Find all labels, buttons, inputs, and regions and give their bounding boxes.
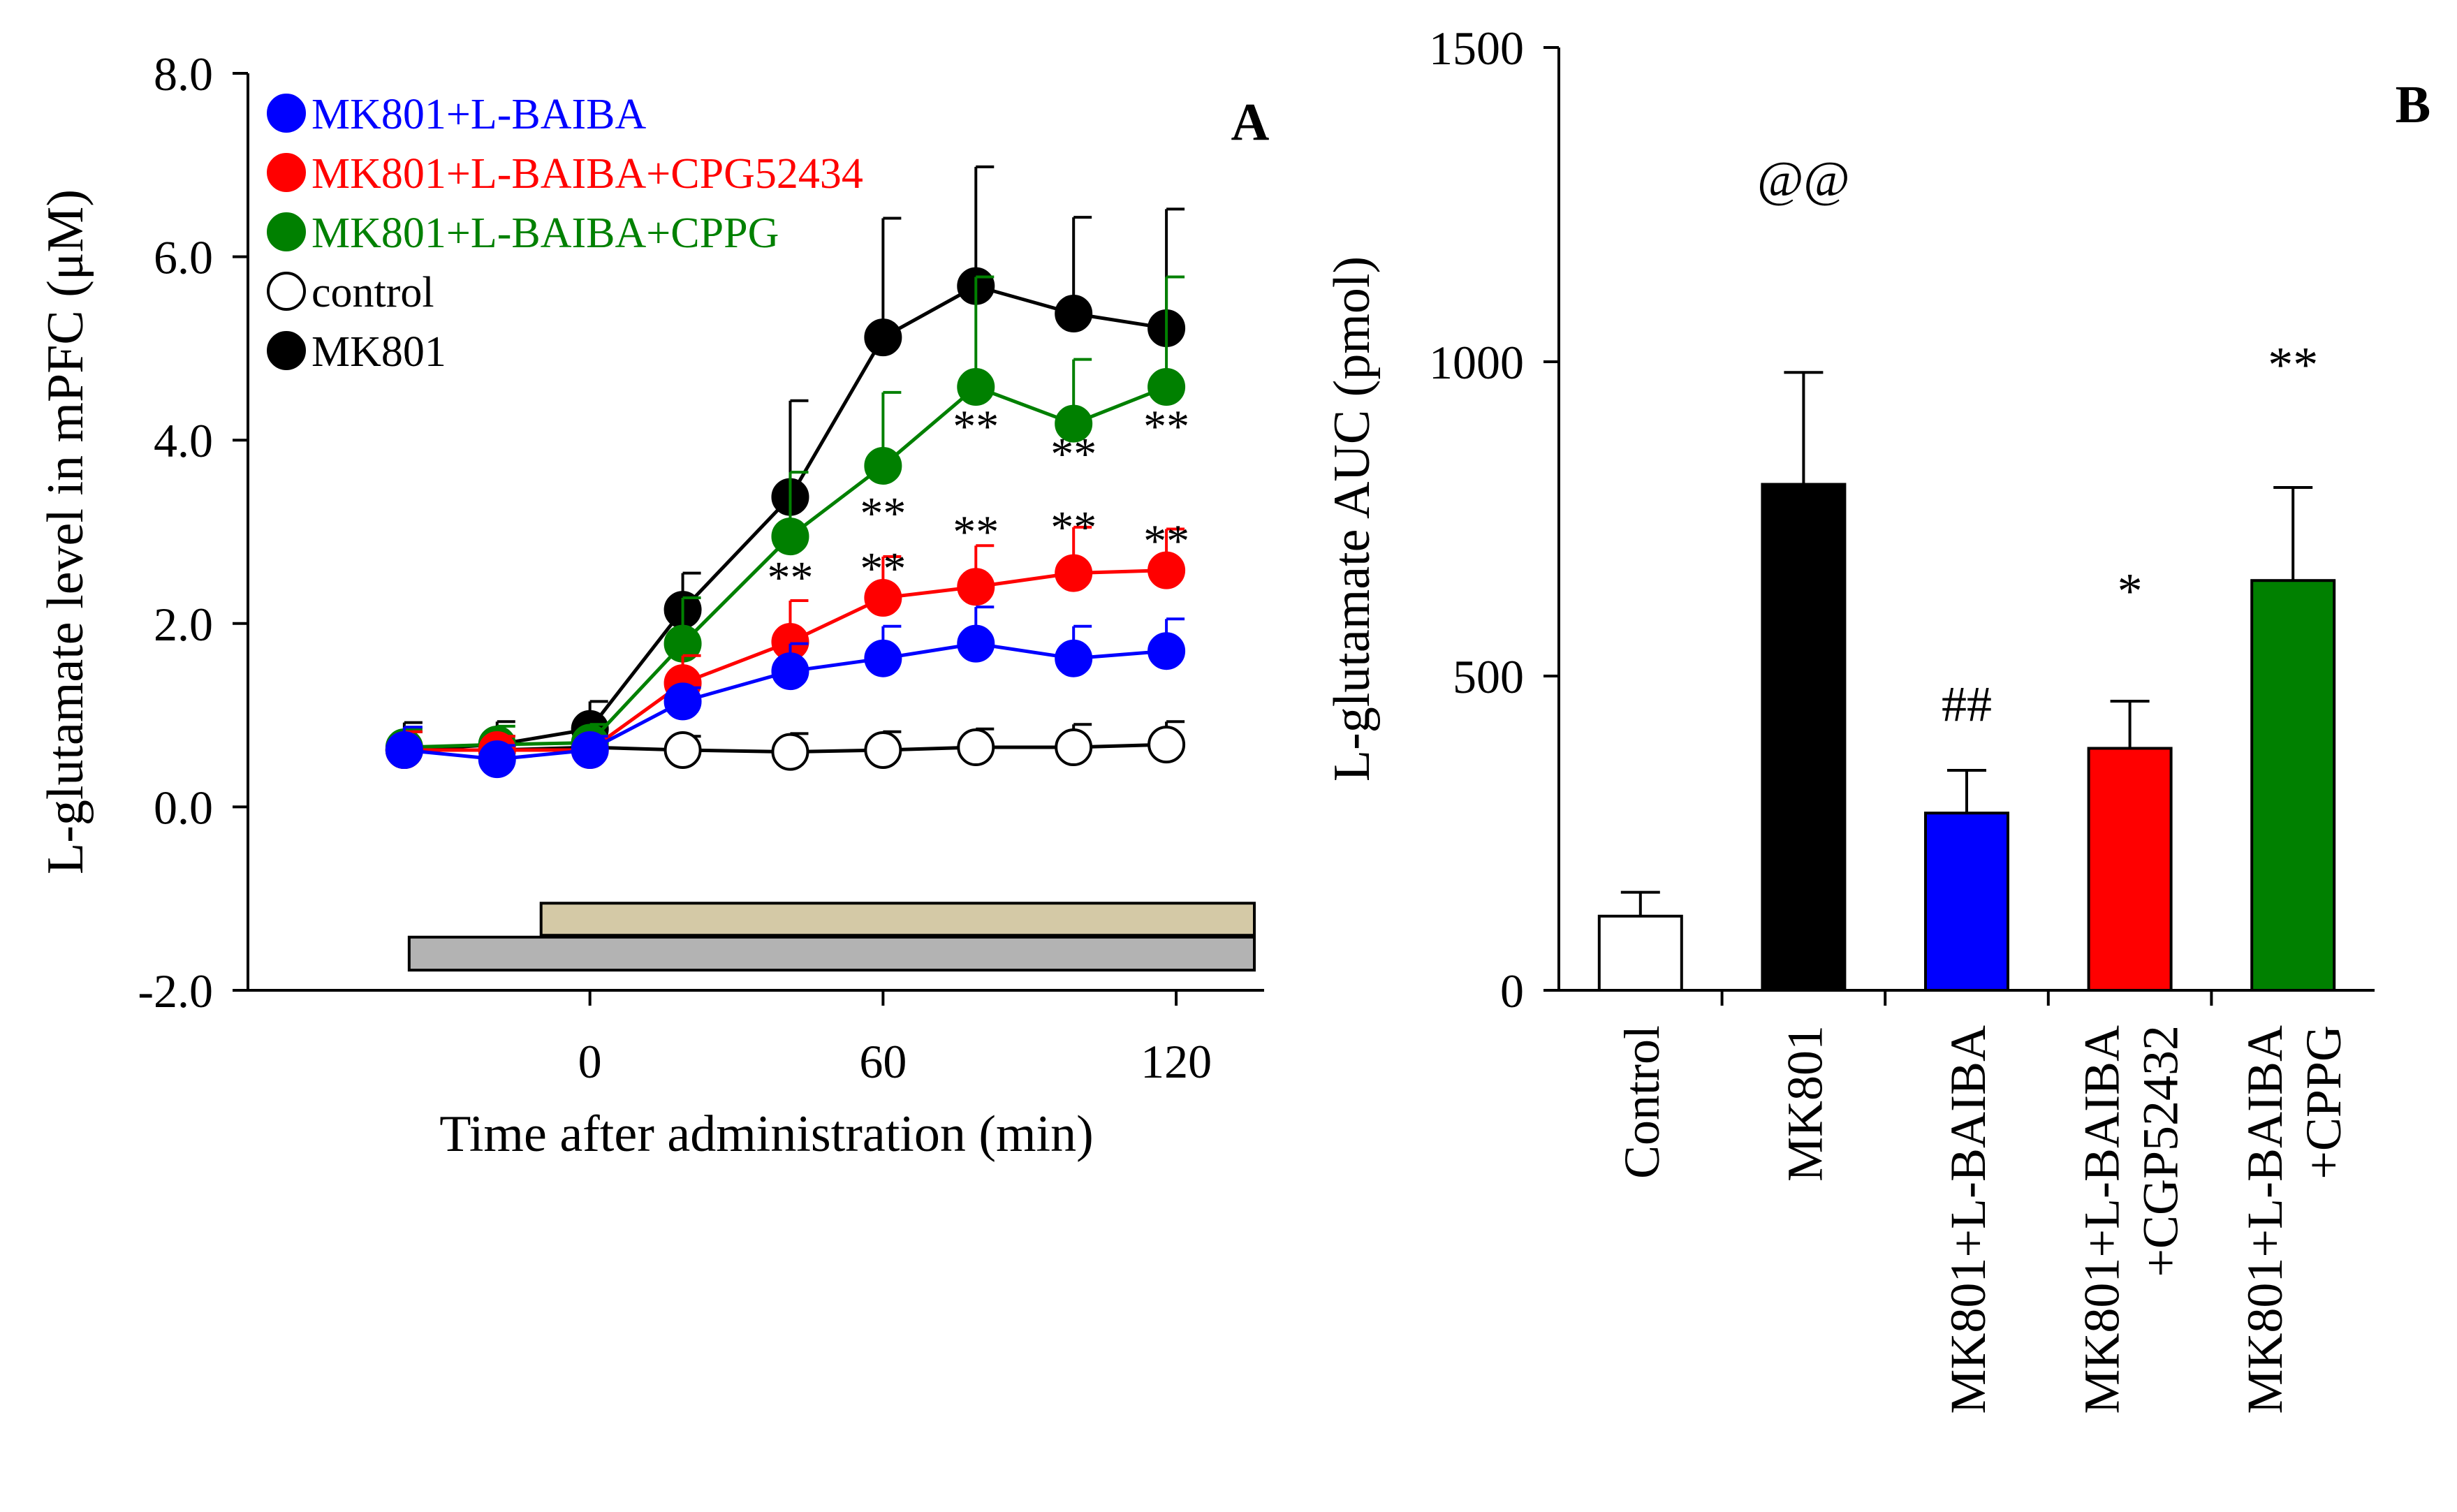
legend-label: MK801+L-BAIBA bbox=[311, 91, 647, 138]
category-label: MK801+L-BAIBA bbox=[1940, 1025, 1996, 1414]
data-point bbox=[1147, 726, 1186, 764]
bar bbox=[2250, 579, 2336, 992]
data-point bbox=[957, 728, 995, 767]
category-label: MK801+L-BAIBA+CGP52432 bbox=[2074, 1025, 2189, 1414]
bar bbox=[1761, 483, 1847, 992]
data-point bbox=[571, 731, 609, 769]
category-label: MK801 bbox=[1777, 1025, 1833, 1182]
data-point bbox=[1055, 295, 1093, 333]
bar bbox=[1597, 914, 1683, 992]
panel-label-b: B bbox=[2396, 75, 2431, 134]
significance-mark-b: ** bbox=[2268, 337, 2318, 393]
significance-mark-a: ** bbox=[953, 507, 999, 558]
data-point bbox=[1147, 551, 1186, 589]
data-point bbox=[1055, 639, 1093, 677]
y-tick-label-a: 4.0 bbox=[154, 414, 213, 467]
y-tick-label-b: 500 bbox=[1453, 650, 1524, 703]
data-point bbox=[957, 568, 995, 606]
treatment-bar-lower bbox=[407, 935, 1256, 972]
data-point bbox=[864, 446, 902, 485]
panel-a: 8.0 6.0 4.0 2.0 0.0 -2.0 0 60 120 Time after admi… bbox=[37, 47, 1270, 1163]
bar bbox=[1924, 812, 2009, 992]
data-point bbox=[957, 624, 995, 663]
significance-mark-b: @@ bbox=[1757, 152, 1850, 207]
legend-marker bbox=[267, 212, 306, 251]
data-point bbox=[385, 731, 423, 769]
x-tick-label-a: 0 bbox=[578, 1035, 602, 1088]
y-tick-label-b: 0 bbox=[1500, 964, 1524, 1018]
data-point bbox=[771, 652, 809, 691]
x-tick-label-a: 120 bbox=[1141, 1035, 1212, 1088]
significance-mark-a: ** bbox=[1050, 502, 1097, 553]
data-point bbox=[478, 740, 516, 779]
bar bbox=[2087, 747, 2173, 992]
legend-label: MK801+L-BAIBA+CPPG bbox=[311, 210, 779, 257]
significance-mark-b: ## bbox=[1942, 677, 1992, 733]
legend-label: MK801+L-BAIBA+CPG52434 bbox=[311, 150, 863, 198]
significance-mark-a: ** bbox=[1143, 402, 1189, 453]
significance-mark-a: ** bbox=[860, 488, 906, 539]
legend-marker bbox=[267, 272, 306, 311]
data-point bbox=[1055, 554, 1093, 592]
panel-b: 1500 1000 500 0 Control @@ MK801 ## MK801+L-BAIB… bbox=[1323, 22, 2430, 1414]
legend-a: MK801+L-BAIBA MK801+L-BAIBA+CPG52434 MK801… bbox=[267, 91, 863, 376]
significance-mark-a: ** bbox=[1050, 429, 1097, 480]
series-mk801-l-baiba bbox=[385, 605, 1186, 779]
significance-mark-a: ** bbox=[860, 543, 906, 594]
significance-mark-a: ** bbox=[767, 552, 813, 603]
x-tick-label-a: 60 bbox=[859, 1035, 907, 1088]
category-label: Control bbox=[1614, 1025, 1670, 1179]
y-tick-label-a: -2.0 bbox=[138, 964, 213, 1018]
y-tick-label-b: 1000 bbox=[1429, 336, 1524, 389]
data-point bbox=[1055, 404, 1093, 443]
data-point bbox=[1147, 632, 1186, 670]
panel-label-a: A bbox=[1231, 93, 1270, 152]
y-axis-title-a: L-glutamate level in mPFC (μM) bbox=[37, 189, 94, 874]
legend-label: MK801 bbox=[311, 328, 446, 376]
y-tick-label-a: 8.0 bbox=[154, 47, 213, 101]
y-axis-title-b: L-glutamate AUC (pmol) bbox=[1323, 256, 1381, 781]
legend-marker bbox=[267, 331, 306, 370]
data-point bbox=[864, 579, 902, 617]
y-tick-label-a: 0.0 bbox=[154, 781, 213, 834]
legend-label: control bbox=[311, 269, 434, 316]
significance-mark-b: * bbox=[2118, 564, 2143, 619]
significance-mark-a: ** bbox=[953, 402, 999, 453]
data-point bbox=[864, 318, 902, 357]
legend-marker bbox=[267, 94, 306, 133]
data-point bbox=[864, 639, 902, 677]
treatment-bar-upper bbox=[539, 902, 1256, 937]
legend-marker bbox=[267, 153, 306, 192]
data-point bbox=[771, 733, 809, 771]
category-label: MK801+L-BAIBA+CPPG bbox=[2237, 1025, 2352, 1414]
data-point bbox=[957, 368, 995, 406]
y-tick-label-b: 1500 bbox=[1429, 22, 1524, 75]
data-point bbox=[663, 682, 702, 721]
data-point bbox=[1055, 728, 1093, 767]
significance-mark-a: ** bbox=[1143, 516, 1189, 567]
data-point bbox=[1147, 368, 1186, 406]
x-axis-title-a: Time after administration (min) bbox=[439, 1106, 1094, 1163]
y-tick-label-a: 6.0 bbox=[154, 231, 213, 284]
data-point bbox=[663, 731, 702, 769]
y-tick-label-a: 2.0 bbox=[154, 598, 213, 651]
data-point bbox=[864, 731, 902, 769]
data-point bbox=[771, 518, 809, 556]
